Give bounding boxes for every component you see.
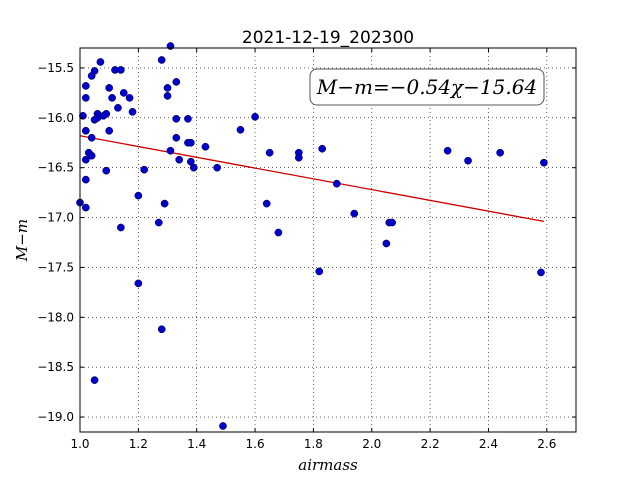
data-point: [81, 126, 90, 135]
data-point: [81, 82, 90, 90]
data-point: [184, 114, 192, 123]
data-point: [166, 42, 175, 50]
data-point: [125, 94, 134, 102]
data-point: [251, 112, 259, 121]
data-point: [102, 166, 111, 175]
data-point: [163, 92, 172, 100]
data-point: [87, 133, 96, 142]
data-point: [265, 148, 274, 157]
data-point: [157, 325, 166, 334]
equation-box-frame: [309, 68, 545, 106]
data-point: [350, 209, 359, 218]
fit-equation-box: M−m=−0.54χ−15.64: [309, 68, 545, 106]
data-point: [540, 158, 548, 167]
data-point: [81, 94, 90, 102]
x-tick-label: 1.8: [304, 437, 323, 451]
data-point: [443, 146, 452, 155]
fit-equation-text: M−m=−0.54χ−15.64: [316, 75, 537, 99]
x-tick-label: 2.6: [537, 437, 556, 451]
data-point: [382, 239, 391, 248]
y-tick-label: −16.5: [37, 161, 74, 175]
data-point: [116, 223, 125, 232]
data-point: [134, 279, 143, 288]
data-point: [213, 163, 221, 172]
y-tick-label: −17.5: [37, 260, 74, 274]
data-point: [134, 191, 143, 200]
data-point: [262, 199, 271, 208]
data-point: [496, 148, 504, 157]
y-tick-label: −18.0: [37, 310, 74, 324]
data-point: [236, 125, 245, 134]
grid-lines: [80, 48, 576, 432]
data-point: [128, 107, 137, 116]
x-tick-label: 2.2: [421, 437, 440, 451]
data-point: [154, 218, 163, 227]
data-point: [81, 175, 90, 184]
data-point: [189, 163, 198, 172]
data-point: [108, 94, 116, 102]
plot-area: [80, 48, 576, 432]
data-point: [219, 422, 227, 430]
data-points: [76, 42, 548, 430]
data-point: [96, 58, 105, 66]
data-point: [81, 203, 90, 212]
data-point: [90, 376, 99, 384]
data-point: [315, 267, 324, 276]
y-tick-label: −16.0: [37, 111, 74, 125]
fit-line: [79, 135, 545, 223]
x-tick-label: 1.2: [129, 437, 148, 451]
data-point: [464, 156, 472, 165]
y-axis-label: M−m: [13, 219, 31, 262]
y-tick-label: −17.0: [37, 211, 74, 225]
data-point: [332, 179, 341, 188]
fit-line-group: [79, 135, 545, 223]
data-point: [105, 126, 114, 135]
data-point: [140, 165, 149, 174]
y-tick-label: −18.5: [37, 360, 74, 374]
x-tick-label: 1.6: [246, 437, 265, 451]
data-point: [102, 109, 111, 118]
data-point: [388, 218, 397, 227]
data-point: [175, 155, 184, 164]
x-axis-label: airmass: [298, 456, 358, 474]
data-point: [163, 84, 172, 92]
data-point: [114, 103, 122, 112]
axis-ticks: 1.0 1.2 1.4 1.6 1.8 2.0 2.2 2.4 2.6 −15.5 −16.0 −16…: [37, 48, 576, 451]
data-point: [166, 146, 175, 155]
y-tick-label: −15.5: [37, 61, 74, 75]
y-tick-label: −19.0: [37, 410, 74, 424]
data-point: [105, 84, 114, 92]
x-tick-label: 1.4: [187, 437, 206, 451]
data-point: [172, 78, 181, 86]
data-point: [187, 138, 195, 147]
data-point: [294, 153, 303, 162]
data-point: [318, 144, 327, 153]
x-tick-label: 2.4: [479, 437, 498, 451]
data-point: [81, 155, 90, 164]
data-point: [116, 66, 125, 74]
data-point: [537, 268, 545, 277]
data-point: [157, 56, 166, 64]
data-point: [274, 228, 283, 237]
data-point: [119, 89, 128, 97]
plot-frame: [79, 47, 577, 433]
chart-title: 2021-12-19_202300: [242, 28, 414, 48]
data-point: [172, 133, 181, 142]
data-point: [90, 67, 99, 75]
x-tick-label: 1.0: [70, 437, 89, 451]
data-point: [172, 114, 181, 123]
data-point: [87, 151, 96, 160]
data-point: [160, 199, 169, 208]
x-tick-label: 2.0: [362, 437, 381, 451]
data-point: [201, 142, 210, 151]
